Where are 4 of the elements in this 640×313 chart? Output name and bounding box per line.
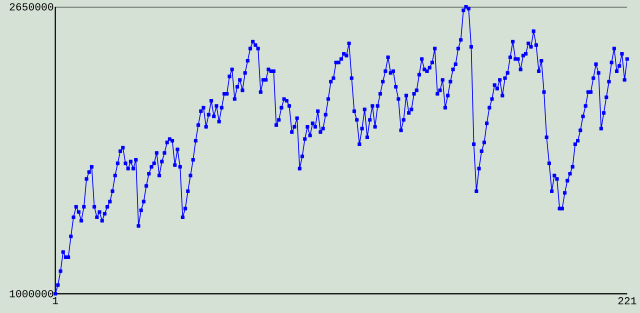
y-tick-label: 2650000	[10, 3, 54, 10]
y-tick-label: 1000000	[10, 290, 54, 298]
x-tick-label: 1	[52, 297, 58, 304]
x-tick-label: 221	[618, 297, 636, 304]
